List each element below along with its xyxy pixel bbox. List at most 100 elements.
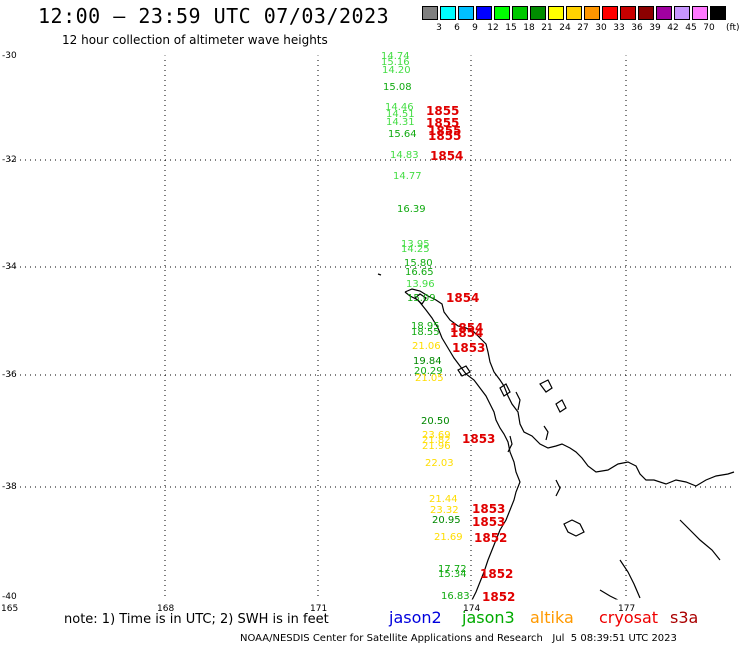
wave-height-reading: 15.80 (404, 258, 433, 269)
legend-swatch (710, 6, 726, 20)
pass-time-label: 1853 (462, 432, 496, 446)
legend-swatch (476, 6, 492, 20)
wave-height-reading: 18.55 (411, 327, 440, 338)
legend-swatch (512, 6, 528, 20)
map-title: 12:00 – 23:59 UTC 07/03/2023 (38, 4, 390, 28)
legend-label: 15 (505, 23, 517, 33)
pass-time-label: 1852 (482, 590, 516, 604)
wave-height-reading: 16.65 (405, 267, 434, 278)
lat-label: -38 (2, 482, 17, 492)
legend-swatch (422, 6, 438, 20)
wave-height-reading: 14.77 (393, 171, 422, 182)
wave-height-reading: 14.83 (390, 150, 419, 161)
wave-height-reading: 20.29 (414, 366, 443, 377)
lat-label: -40 (2, 592, 17, 602)
legend-swatch (440, 6, 456, 20)
pass-time-label: 1853 (472, 515, 506, 529)
wave-height-reading: 21.82 (422, 435, 451, 446)
wave-height-reading: 14.25 (401, 244, 430, 255)
legend-swatch (692, 6, 708, 20)
lat-label: -34 (2, 262, 17, 272)
legend-label: 18 (523, 23, 535, 33)
legend-label: 30 (595, 23, 607, 33)
pass-time-label: 1854 (450, 326, 484, 340)
legend-swatch (566, 6, 582, 20)
lat-label: -30 (2, 51, 17, 61)
pass-time-label: 1855 (428, 124, 462, 138)
wave-height-reading: 21.69 (434, 532, 463, 543)
graticule (10, 55, 735, 600)
legend-label: 27 (577, 23, 589, 33)
legend-label: 9 (472, 23, 478, 33)
legend-label: 12 (487, 23, 499, 33)
wave-height-reading: 16.39 (397, 204, 426, 215)
legend-label: 21 (541, 23, 553, 33)
legend-unit: (ft) (726, 23, 740, 33)
legend-swatch (638, 6, 654, 20)
wave-height-reading: 15.16 (381, 57, 410, 68)
legend-swatch (602, 6, 618, 20)
legend-label: 70 (703, 23, 715, 33)
legend-label: 6 (454, 23, 460, 33)
legend-swatch (494, 6, 510, 20)
legend-swatch (584, 6, 600, 20)
lon-label: 165 (1, 604, 19, 614)
wave-height-reading: 18.95 (411, 321, 440, 332)
lat-label: -32 (2, 155, 17, 165)
lon-label: 177 (618, 604, 636, 614)
wave-height-reading: 15.64 (388, 129, 417, 140)
pass-time-label: 1855 (428, 129, 462, 143)
coastline (377, 273, 735, 601)
lat-label: -36 (2, 370, 17, 380)
wave-height-reading: 15.34 (438, 569, 467, 580)
pass-time-label: 1854 (430, 149, 464, 163)
pass-time-label: 1855 (426, 104, 460, 118)
pass-time-label: 1853 (472, 502, 506, 516)
legend-label: 33 (613, 23, 625, 33)
units-note: note: 1) Time is in UTC; 2) SWH is in fe… (64, 612, 329, 627)
wave-height-reading: 14.74 (381, 51, 410, 62)
legend-swatch (548, 6, 564, 20)
legend-swatch (620, 6, 636, 20)
wave-height-reading: 14.46 (385, 102, 414, 113)
pass-time-label: 1852 (474, 531, 508, 545)
wave-height-reading: 23.69 (422, 430, 451, 441)
lon-label: 174 (463, 604, 481, 614)
legend-label: 45 (685, 23, 697, 33)
wave-height-reading: 23.32 (430, 505, 459, 516)
wave-height-reading: 20.95 (432, 515, 461, 526)
wave-height-reading: 21.06 (412, 341, 441, 352)
satellite-legend-jason3: jason3 (462, 608, 515, 627)
wave-height-reading: 16.83 (441, 591, 470, 602)
legend-label: 42 (667, 23, 679, 33)
wave-height-reading: 21.96 (422, 441, 451, 452)
legend-swatch (530, 6, 546, 20)
wave-height-reading: 14.31 (386, 117, 415, 128)
wave-height-reading: 13.96 (406, 279, 435, 290)
wave-height-reading: 21.05 (415, 373, 444, 384)
wave-height-reading: 15.09 (407, 293, 436, 304)
pass-time-label: 1855 (426, 116, 460, 130)
wave-height-reading: 14.20 (382, 65, 411, 76)
legend-swatch (656, 6, 672, 20)
wave-height-reading: 14.51 (386, 109, 415, 120)
wave-height-reading: 13.95 (401, 239, 430, 250)
lon-label: 168 (157, 604, 175, 614)
legend-label: 24 (559, 23, 571, 33)
legend-label: 3 (436, 23, 442, 33)
wave-height-reading: 19.84 (413, 356, 442, 367)
pass-time-label: 1854 (450, 321, 484, 335)
pass-time-label: 1853 (452, 341, 486, 355)
satellite-legend-s3a: s3a (670, 608, 699, 627)
map-subtitle: 12 hour collection of altimeter wave hei… (62, 33, 328, 47)
wave-height-reading: 15.08 (383, 82, 412, 93)
pass-time-label: 1852 (480, 567, 514, 581)
footer-credit: NOAA/NESDIS Center for Satellite Applica… (240, 633, 677, 644)
wave-height-reading: 21.44 (429, 494, 458, 505)
wave-height-reading: 22.03 (425, 458, 454, 469)
satellite-legend-altika: altika (530, 608, 574, 627)
wave-height-reading: 20.50 (421, 416, 450, 427)
legend-label: 39 (649, 23, 661, 33)
satellite-legend-cryosat: cryosat (599, 608, 659, 627)
